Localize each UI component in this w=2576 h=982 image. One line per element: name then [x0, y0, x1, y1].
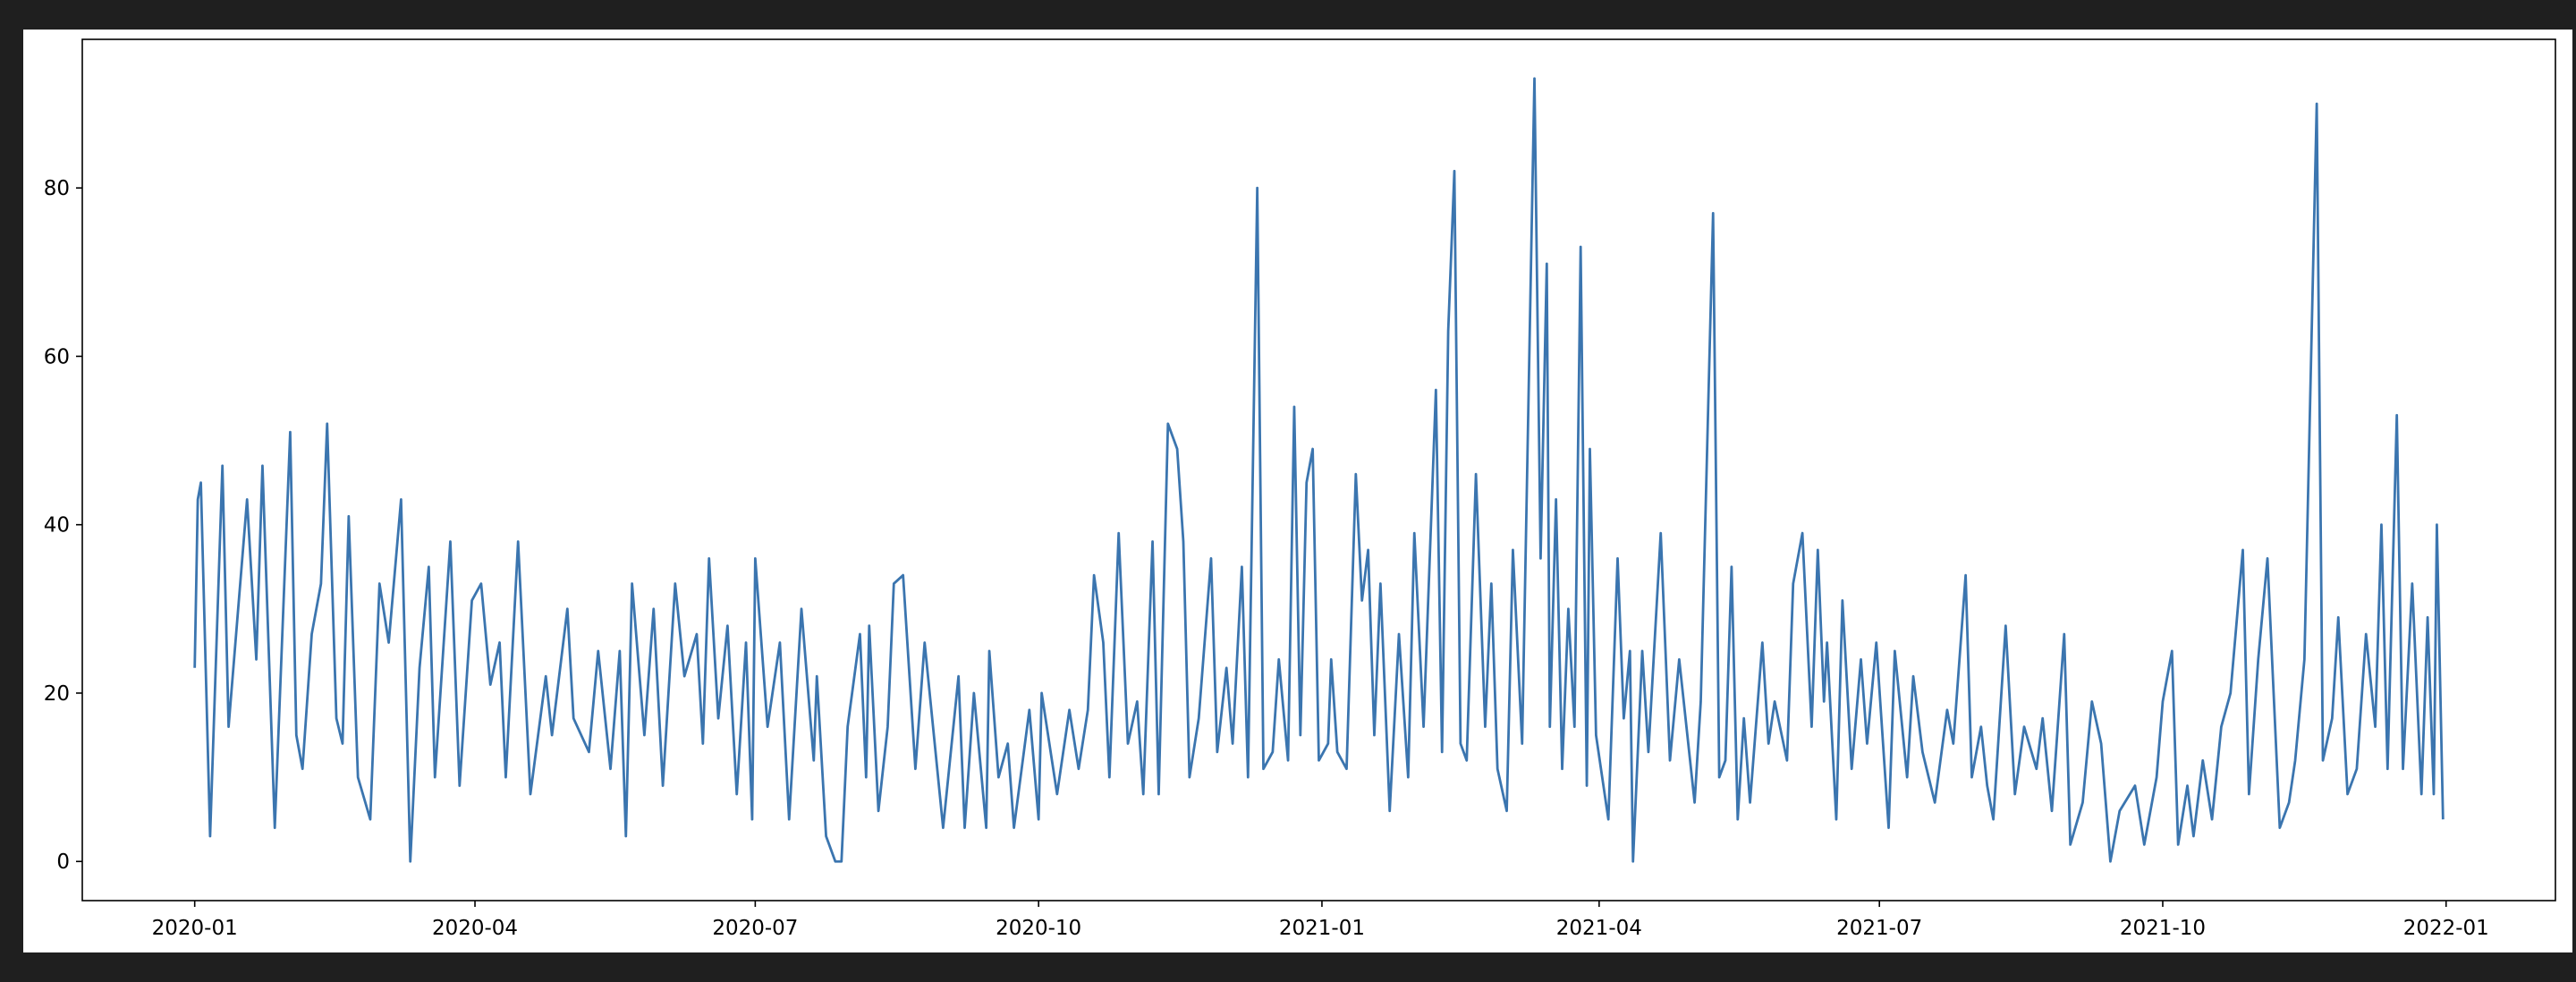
- y-tick-label: 80: [44, 177, 70, 200]
- plot-area: [81, 38, 2556, 902]
- x-tick-label: 2020-04: [432, 917, 518, 940]
- x-tick-label: 2021-10: [2120, 917, 2206, 940]
- x-tick-label: 2020-07: [712, 917, 798, 940]
- x-tick-label: 2021-01: [1279, 917, 1365, 940]
- y-tick-label: 60: [44, 345, 70, 368]
- y-tick-label: 20: [44, 682, 70, 706]
- y-tick-label: 0: [56, 851, 70, 874]
- x-tick-label: 2020-10: [996, 917, 1081, 940]
- data-line: [193, 77, 2445, 863]
- x-tick-label: 2021-07: [1836, 917, 1922, 940]
- x-tick-label: 2021-04: [1556, 917, 1642, 940]
- x-tick-label: 2022-01: [2403, 917, 2489, 940]
- x-tick-label: 2020-01: [152, 917, 238, 940]
- y-tick-label: 40: [44, 514, 70, 538]
